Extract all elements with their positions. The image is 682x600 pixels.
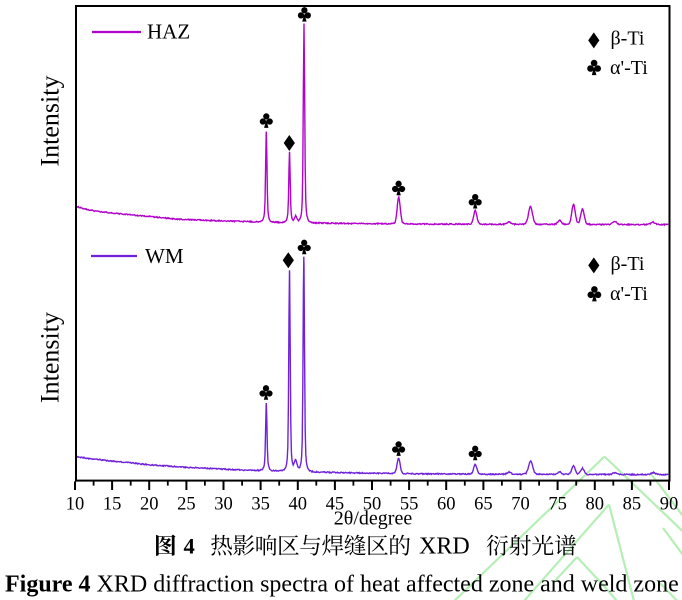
svg-text:WM: WM: [145, 244, 184, 268]
svg-text:α'-Ti: α'-Ti: [610, 57, 648, 79]
svg-text:75: 75: [548, 495, 567, 515]
svg-text:Intensity: Intensity: [36, 312, 65, 403]
svg-text:α'-Ti: α'-Ti: [610, 283, 648, 305]
svg-text:85: 85: [623, 495, 642, 515]
svg-text:β-Ti: β-Ti: [611, 28, 645, 50]
svg-text:20: 20: [140, 495, 159, 515]
svg-text:β-Ti: β-Ti: [611, 253, 645, 275]
svg-text:90: 90: [660, 495, 679, 515]
svg-text:70: 70: [511, 495, 530, 515]
svg-text:45: 45: [326, 495, 345, 515]
svg-text:50: 50: [363, 495, 382, 515]
svg-text:65: 65: [474, 495, 493, 515]
svg-text:2θ/degree: 2θ/degree: [334, 508, 413, 530]
svg-text:15: 15: [103, 495, 122, 515]
svg-text:25: 25: [177, 495, 196, 515]
svg-text:10: 10: [66, 495, 85, 515]
svg-text:60: 60: [437, 495, 456, 515]
svg-text:HAZ: HAZ: [147, 20, 190, 44]
svg-text:55: 55: [400, 495, 419, 515]
svg-text:35: 35: [251, 495, 270, 515]
svg-text:40: 40: [289, 495, 308, 515]
svg-text:Intensity: Intensity: [36, 76, 65, 167]
svg-text:Figure 4 XRD diffraction spect: Figure 4 XRD diffraction spectra of heat…: [5, 572, 679, 598]
svg-text:80: 80: [586, 495, 605, 515]
svg-text:30: 30: [214, 495, 233, 515]
svg-text:XRD: XRD: [419, 534, 470, 560]
svg-text:4: 4: [184, 534, 195, 559]
